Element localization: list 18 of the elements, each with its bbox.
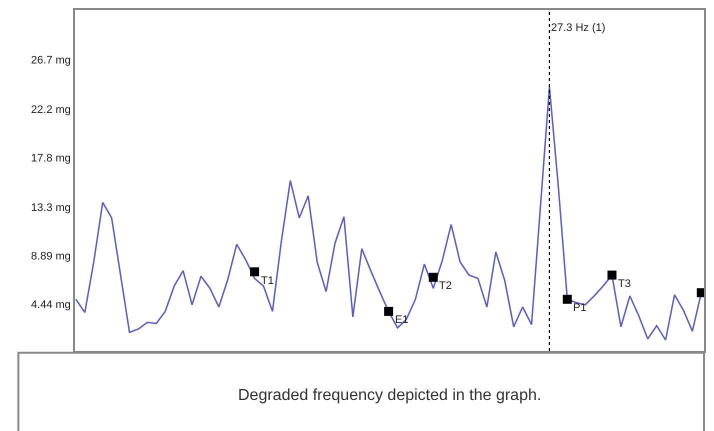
point (428, 272, 438, 282)
y-tick-label: 26.7 mg (31, 54, 71, 66)
data-label: P1 (573, 302, 586, 314)
point (250, 267, 260, 276)
y-tick-label: 8.89 mg (31, 250, 71, 262)
line-series (75, 86, 702, 341)
y-tick-label: 13.3 mg (31, 202, 71, 214)
data-label: T1 (261, 275, 274, 287)
point (562, 294, 572, 304)
annotation: 27.3 Hz (1) (551, 22, 606, 34)
point (607, 270, 616, 280)
data-label: T2 (439, 280, 452, 292)
y-tick-label: 22.2 mg (31, 104, 71, 116)
y-tick-label: 17.8 mg (31, 152, 71, 164)
point (384, 306, 394, 316)
text: Degraded frequency depicted in the graph. (238, 387, 542, 404)
y-tick-label: 4.44 mg (31, 299, 71, 312)
data-label: T3 (618, 278, 631, 290)
